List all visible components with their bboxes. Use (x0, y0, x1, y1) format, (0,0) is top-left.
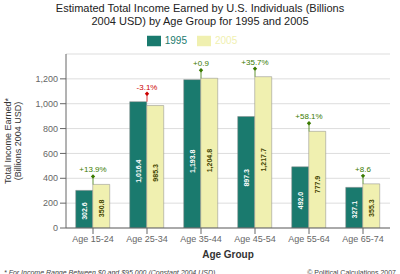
svg-text:355.3: 355.3 (368, 199, 375, 217)
svg-text:+35.7%: +35.7% (241, 58, 268, 67)
html-text:1995: 1995 (164, 34, 187, 46)
svg-text:302.6: 302.6 (81, 202, 88, 220)
svg-text:Age 65-74: Age 65-74 (342, 234, 384, 244)
svg-text:Age 15-24: Age 15-24 (72, 234, 114, 244)
svg-text:400: 400 (43, 173, 58, 183)
svg-text:985.3: 985.3 (152, 164, 159, 182)
html-text:2005: 2005 (215, 34, 238, 46)
svg-text:Age 45-54: Age 45-54 (234, 234, 276, 244)
svg-text:+58.1%: +58.1% (295, 112, 322, 121)
svg-text:Age Group: Age Group (202, 249, 254, 260)
svg-text:0: 0 (53, 223, 58, 233)
svg-text:800: 800 (43, 124, 58, 134)
svg-text:+8.6: +8.6 (355, 165, 371, 174)
svg-text:1,000: 1,000 (35, 99, 58, 109)
html-text:2004 USD) by Age Group for 199: 2004 USD) by Age Group for 1995 and 2005 (91, 15, 309, 27)
svg-text:Total Income Earned*(Billions: Total Income Earned*(Billions 2004 USD) (8, 97, 23, 184)
svg-text:Age 25-34: Age 25-34 (126, 234, 168, 244)
svg-text:327.1: 327.1 (351, 201, 358, 219)
svg-text:1,200: 1,200 (35, 74, 58, 84)
svg-text:+0.9: +0.9 (193, 59, 209, 68)
svg-text:350.8: 350.8 (98, 200, 105, 218)
svg-text:1,193.8: 1,193.8 (189, 149, 197, 172)
svg-text:Age 35-44: Age 35-44 (180, 234, 222, 244)
svg-text:492.0: 492.0 (297, 192, 304, 210)
svg-text:897.3: 897.3 (243, 169, 250, 187)
svg-text:600: 600 (43, 149, 58, 159)
svg-text:1,204.8: 1,204.8 (206, 149, 214, 172)
svg-text:Age 55-64: Age 55-64 (288, 234, 330, 244)
svg-text:-3.1%: -3.1% (137, 83, 158, 92)
svg-text:200: 200 (43, 198, 58, 208)
svg-text:1,016.4: 1,016.4 (135, 159, 143, 182)
svg-text:+13.9%: +13.9% (79, 165, 106, 174)
svg-text:777.9: 777.9 (314, 176, 321, 194)
svg-text:1,217.7: 1,217.7 (260, 148, 268, 171)
html-text:Estimated Total Income Earned: Estimated Total Income Earned by U.S. In… (55, 2, 345, 14)
